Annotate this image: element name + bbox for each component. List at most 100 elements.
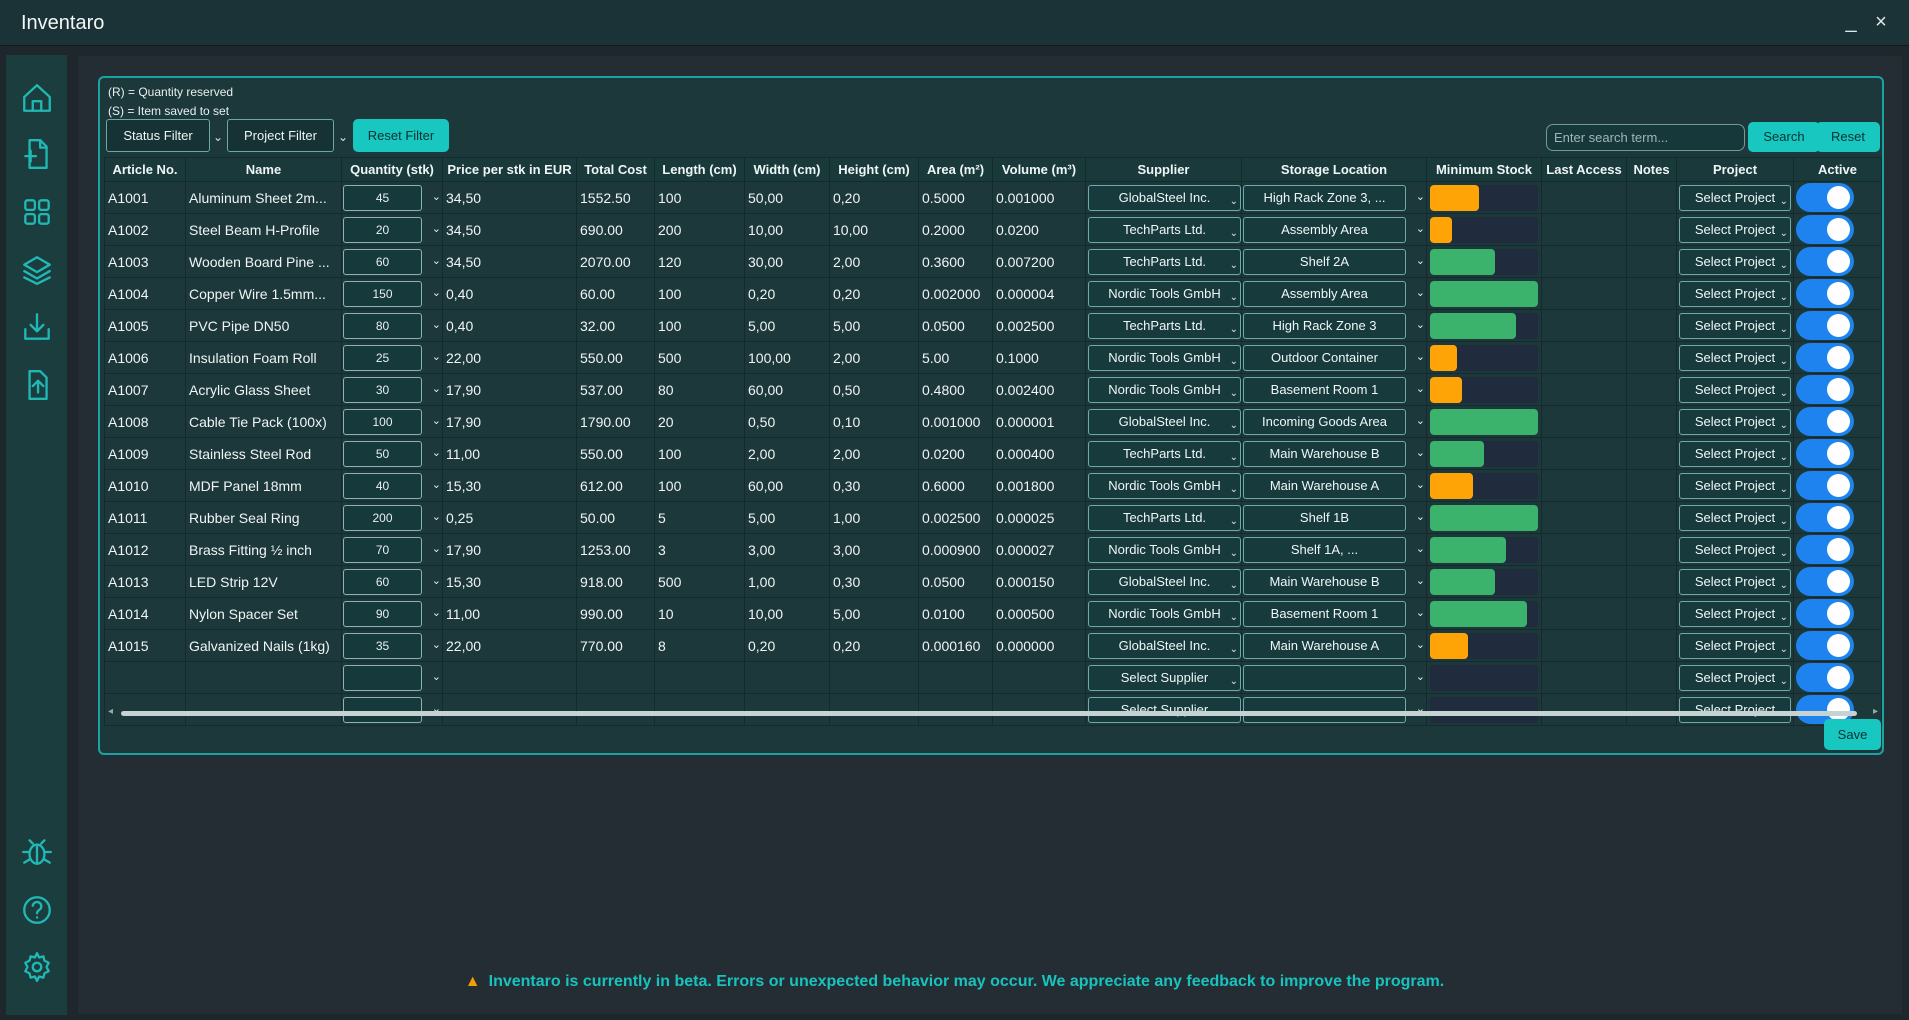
project-chevron-icon[interactable]: ⌄: [1779, 611, 1788, 623]
table-row[interactable]: A1005 PVC Pipe DN50 80 ⌄ 0,40 32.00 100 5…: [104, 309, 1882, 342]
project-chevron-icon[interactable]: ⌄: [1779, 547, 1788, 559]
storage-location-cell[interactable]: Basement Room 1 ⌄: [1241, 597, 1427, 630]
project-select[interactable]: Select Project⌄: [1679, 440, 1791, 467]
project-cell[interactable]: Select Project⌄: [1676, 501, 1794, 534]
project-chevron-icon[interactable]: ⌄: [1779, 419, 1788, 431]
column-header[interactable]: Name: [185, 157, 342, 182]
table-row[interactable]: A1012 Brass Fitting ½ inch 70 ⌄ 17,90 125…: [104, 533, 1882, 566]
quantity-input[interactable]: 20: [343, 216, 422, 243]
table-row[interactable]: A1001 Aluminum Sheet 2m... 45 ⌄ 34,50 155…: [104, 181, 1882, 214]
supplier-cell[interactable]: GlobalSteel Inc. ⌄: [1085, 565, 1242, 598]
supplier-cell[interactable]: GlobalSteel Inc. ⌄: [1085, 181, 1242, 214]
supplier-cell[interactable]: TechParts Ltd. ⌄: [1085, 437, 1242, 470]
project-select[interactable]: Select Project⌄: [1679, 632, 1791, 659]
supplier-chevron-icon[interactable]: ⌄: [1229, 515, 1238, 527]
storage-location-cell[interactable]: ⌄: [1241, 661, 1427, 694]
active-cell[interactable]: [1793, 469, 1882, 502]
project-select[interactable]: Select Project⌄: [1679, 184, 1791, 211]
storage-location-cell[interactable]: Outdoor Container ⌄: [1241, 341, 1427, 374]
minimize-button[interactable]: _: [1845, 11, 1857, 33]
quantity-cell[interactable]: ⌄: [341, 661, 443, 694]
project-select[interactable]: Select Project⌄: [1679, 312, 1791, 339]
supplier-select[interactable]: Nordic Tools GmbH ⌄: [1088, 280, 1241, 307]
search-input[interactable]: Enter search term...: [1546, 124, 1745, 151]
supplier-chevron-icon[interactable]: ⌄: [1229, 195, 1238, 207]
active-cell[interactable]: [1793, 437, 1882, 470]
active-toggle[interactable]: [1796, 503, 1854, 532]
column-header[interactable]: Width (cm): [744, 157, 830, 182]
supplier-cell[interactable]: TechParts Ltd. ⌄: [1085, 213, 1242, 246]
scroll-thumb[interactable]: [121, 711, 1857, 716]
supplier-select[interactable]: TechParts Ltd. ⌄: [1088, 248, 1241, 275]
active-cell[interactable]: [1793, 629, 1882, 662]
storage-location-select[interactable]: High Rack Zone 3: [1243, 312, 1406, 339]
table-row[interactable]: A1010 MDF Panel 18mm 40 ⌄ 15,30 612.00 10…: [104, 469, 1882, 502]
quantity-input[interactable]: 60: [343, 568, 422, 595]
quantity-cell[interactable]: 25 ⌄: [341, 341, 443, 374]
column-header[interactable]: Quantity (stk): [341, 157, 443, 182]
supplier-select[interactable]: Nordic Tools GmbH ⌄: [1088, 376, 1241, 403]
quantity-cell[interactable]: 30 ⌄: [341, 373, 443, 406]
supplier-cell[interactable]: Select Supplier⌄: [1085, 693, 1242, 726]
project-cell[interactable]: Select Project⌄: [1676, 341, 1794, 374]
project-select[interactable]: Select Project⌄: [1679, 280, 1791, 307]
quantity-chevron-icon[interactable]: ⌄: [431, 223, 441, 235]
column-header[interactable]: Total Cost: [576, 157, 655, 182]
supplier-select[interactable]: TechParts Ltd. ⌄: [1088, 312, 1241, 339]
project-cell[interactable]: Select Project⌄: [1676, 373, 1794, 406]
storage-location-chevron-icon[interactable]: ⌄: [1415, 479, 1425, 491]
quantity-chevron-icon[interactable]: ⌄: [431, 543, 441, 555]
quantity-chevron-icon[interactable]: ⌄: [431, 671, 441, 683]
project-chevron-icon[interactable]: ⌄: [1779, 579, 1788, 591]
storage-location-chevron-icon[interactable]: ⌄: [1415, 575, 1425, 587]
storage-location-chevron-icon[interactable]: ⌄: [1415, 191, 1425, 203]
active-toggle[interactable]: [1796, 407, 1854, 436]
column-header[interactable]: Volume (m³): [992, 157, 1086, 182]
storage-location-cell[interactable]: Basement Room 1 ⌄: [1241, 373, 1427, 406]
project-chevron-icon[interactable]: ⌄: [1779, 195, 1788, 207]
storage-location-cell[interactable]: Main Warehouse B ⌄: [1241, 565, 1427, 598]
project-chevron-icon[interactable]: ⌄: [1779, 515, 1788, 527]
quantity-input[interactable]: 80: [343, 312, 422, 339]
storage-location-select[interactable]: Incoming Goods Area: [1243, 408, 1406, 435]
save-button[interactable]: Save: [1824, 719, 1881, 750]
column-header[interactable]: Last Access: [1541, 157, 1627, 182]
project-cell[interactable]: Select Project⌄: [1676, 661, 1794, 694]
supplier-chevron-icon[interactable]: ⌄: [1229, 419, 1238, 431]
storage-location-select[interactable]: Main Warehouse A: [1243, 632, 1406, 659]
supplier-chevron-icon[interactable]: ⌄: [1229, 323, 1238, 335]
project-select[interactable]: Select Project⌄: [1679, 536, 1791, 563]
storage-location-chevron-icon[interactable]: ⌄: [1415, 415, 1425, 427]
quantity-cell[interactable]: 200 ⌄: [341, 501, 443, 534]
table-row[interactable]: A1003 Wooden Board Pine ... 60 ⌄ 34,50 20…: [104, 245, 1882, 278]
project-chevron-icon[interactable]: ⌄: [1779, 643, 1788, 655]
quantity-cell[interactable]: 20 ⌄: [341, 213, 443, 246]
quantity-input[interactable]: 60: [343, 248, 422, 275]
project-cell[interactable]: Select Project⌄: [1676, 437, 1794, 470]
add-file-icon[interactable]: [20, 137, 54, 171]
quantity-cell[interactable]: 60 ⌄: [341, 565, 443, 598]
supplier-select[interactable]: TechParts Ltd. ⌄: [1088, 216, 1241, 243]
search-button[interactable]: Search: [1748, 122, 1820, 152]
project-select[interactable]: Select Project⌄: [1679, 600, 1791, 627]
project-chevron-icon[interactable]: ⌄: [1779, 259, 1788, 271]
table-row[interactable]: A1008 Cable Tie Pack (100x) 100 ⌄ 17,90 1…: [104, 405, 1882, 438]
active-cell[interactable]: [1793, 341, 1882, 374]
supplier-select[interactable]: GlobalSteel Inc. ⌄: [1088, 568, 1241, 595]
active-cell[interactable]: [1793, 565, 1882, 598]
storage-location-cell[interactable]: Assembly Area ⌄: [1241, 277, 1427, 310]
project-cell[interactable]: Select Project⌄: [1676, 565, 1794, 598]
quantity-chevron-icon[interactable]: ⌄: [431, 703, 441, 715]
project-cell[interactable]: Select Project⌄: [1676, 181, 1794, 214]
quantity-chevron-icon[interactable]: ⌄: [431, 607, 441, 619]
supplier-chevron-icon[interactable]: ⌄: [1229, 227, 1238, 239]
project-chevron-icon[interactable]: ⌄: [1779, 227, 1788, 239]
storage-location-chevron-icon[interactable]: ⌄: [1415, 447, 1425, 459]
column-header[interactable]: Length (cm): [654, 157, 745, 182]
project-cell[interactable]: Select Project⌄: [1676, 277, 1794, 310]
project-chevron-icon[interactable]: ⌄: [1779, 483, 1788, 495]
project-select[interactable]: Select Project⌄: [1679, 568, 1791, 595]
quantity-chevron-icon[interactable]: ⌄: [431, 511, 441, 523]
quantity-chevron-icon[interactable]: ⌄: [431, 319, 441, 331]
storage-location-select[interactable]: Outdoor Container: [1243, 344, 1406, 371]
